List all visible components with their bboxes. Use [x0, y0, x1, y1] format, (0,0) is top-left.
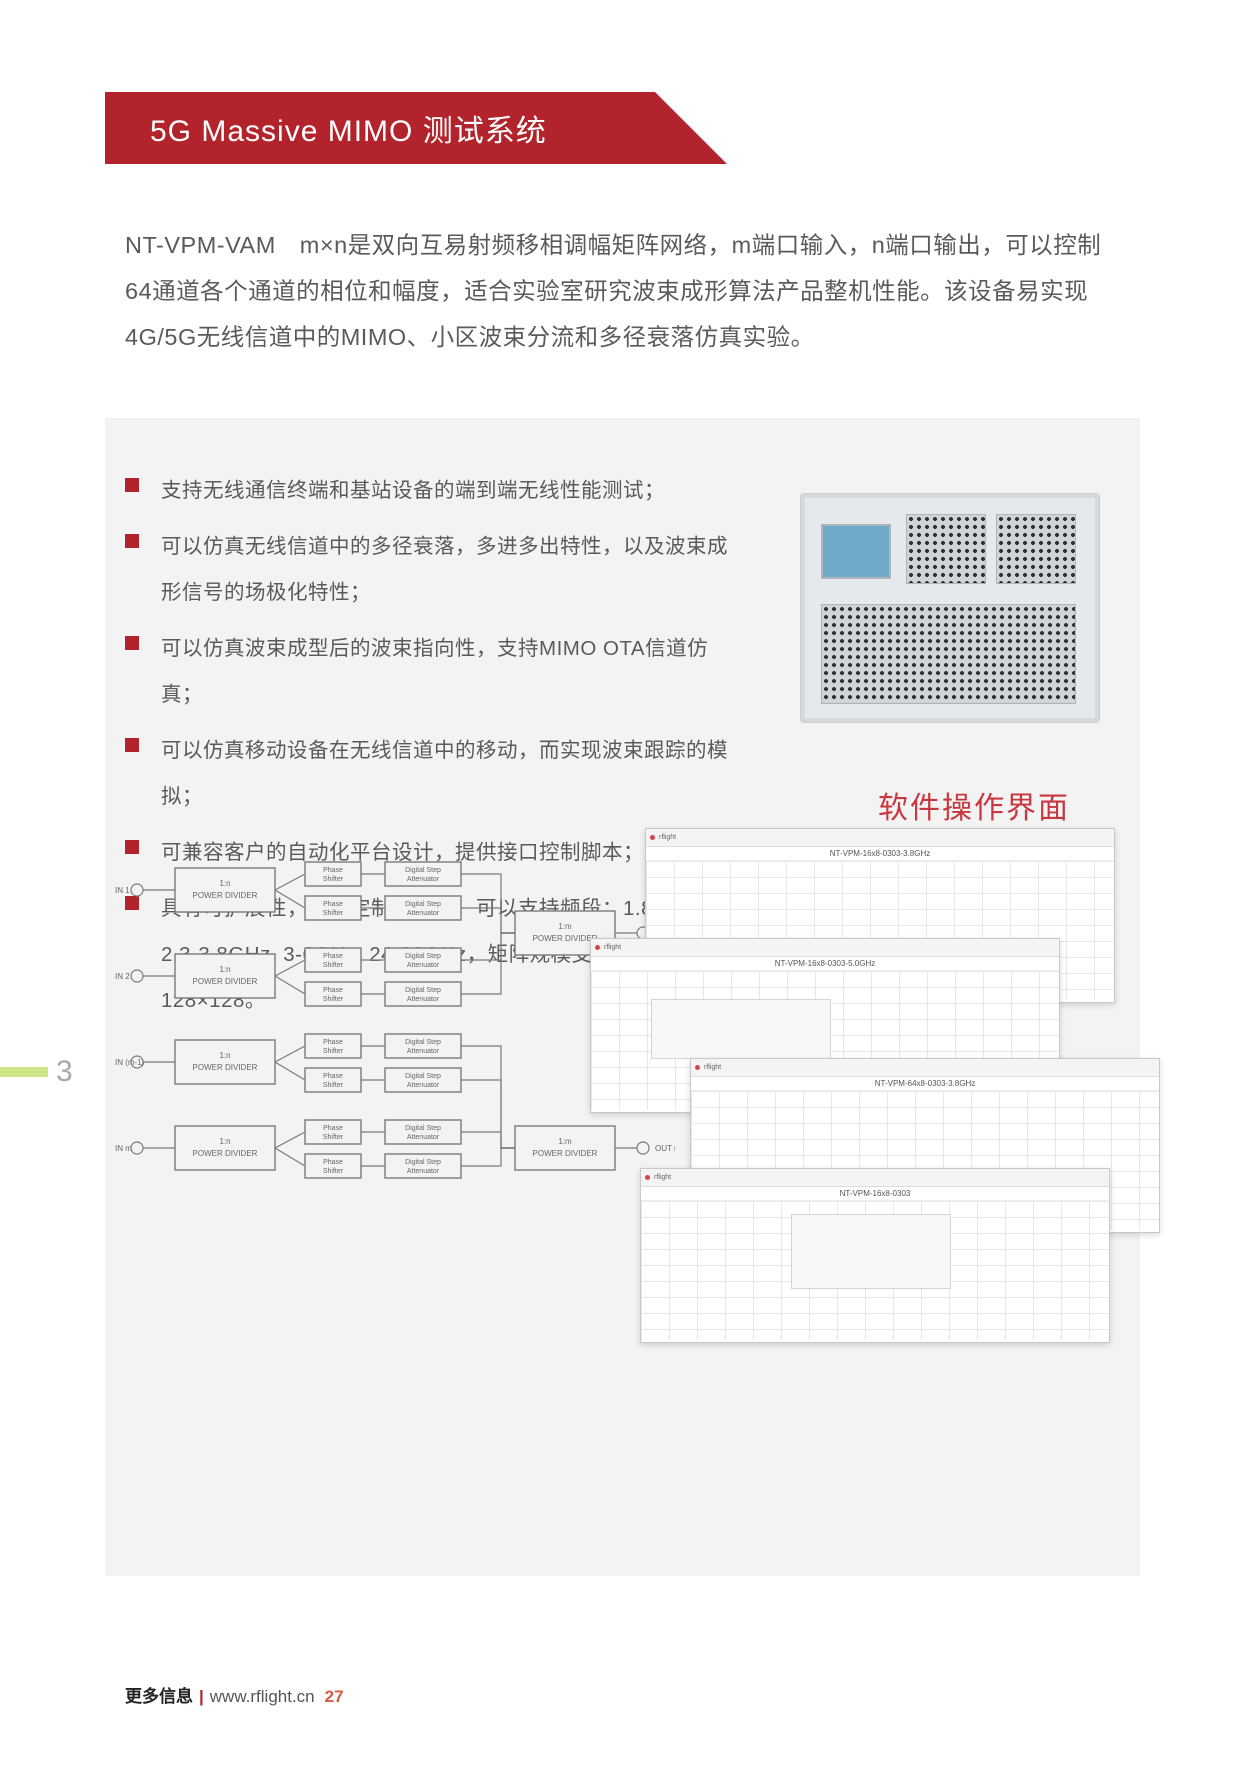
- window-title: NT-VPM-16x8-0303-3.8GHz: [646, 847, 1114, 861]
- svg-text:Attenuator: Attenuator: [407, 996, 440, 1003]
- feature-text: 可以仿真波束成型后的波束指向性，支持MIMO OTA信道仿真；: [161, 626, 745, 718]
- svg-text:Phase: Phase: [323, 867, 343, 874]
- window-titlebar: rflight: [591, 939, 1059, 957]
- svg-text:Phase: Phase: [323, 901, 343, 908]
- svg-text:Phase: Phase: [323, 987, 343, 994]
- svg-text:POWER DIVIDER: POWER DIVIDER: [193, 1063, 258, 1072]
- svg-text:Attenuator: Attenuator: [407, 1082, 440, 1089]
- feature-item: 可以仿真移动设备在无线信道中的移动，而实现波束跟踪的模拟；: [125, 728, 745, 820]
- svg-text:1:n: 1:n: [219, 965, 230, 974]
- svg-text:Attenuator: Attenuator: [407, 910, 440, 917]
- bullet-square-icon: [125, 738, 139, 752]
- software-window: rflightNT-VPM-16x8-0303: [640, 1168, 1110, 1343]
- window-dialog-panel: [651, 999, 831, 1059]
- window-title: NT-VPM-16x8-0303-5.0GHz: [591, 957, 1059, 971]
- svg-text:POWER DIVIDER: POWER DIVIDER: [193, 1149, 258, 1158]
- window-title: NT-VPM-16x8-0303: [641, 1187, 1109, 1201]
- svg-text:Phase: Phase: [323, 953, 343, 960]
- svg-text:Phase: Phase: [323, 1039, 343, 1046]
- svg-text:1:m: 1:m: [558, 1137, 572, 1146]
- page-title: 5G Massive MIMO 测试系统: [150, 106, 547, 150]
- feature-text: 可以仿真移动设备在无线信道中的移动，而实现波束跟踪的模拟；: [161, 728, 745, 820]
- svg-text:Digital Step: Digital Step: [405, 867, 441, 874]
- intro-paragraph: NT-VPM-VAM m×n是双向互易射频移相调幅矩阵网络，m端口输入，n端口输…: [125, 222, 1125, 360]
- svg-text:Shifter: Shifter: [323, 996, 344, 1003]
- window-dialog-panel: [791, 1214, 951, 1289]
- feature-item: 支持无线通信终端和基站设备的端到端无线性能测试；: [125, 468, 745, 514]
- software-screenshots: rflightNT-VPM-16x8-0303-3.8GHzrflightNT-…: [590, 818, 1230, 1378]
- svg-text:POWER DIVIDER: POWER DIVIDER: [193, 977, 258, 986]
- svg-text:Digital Step: Digital Step: [405, 953, 441, 960]
- svg-text:IN (m-1): IN (m-1): [115, 1058, 145, 1067]
- svg-text:Shifter: Shifter: [323, 1082, 344, 1089]
- svg-text:1:n: 1:n: [219, 1137, 230, 1146]
- side-marker-bar: [0, 1067, 48, 1077]
- title-banner: 5G Massive MIMO 测试系统: [105, 92, 655, 164]
- svg-text:Digital Step: Digital Step: [405, 987, 441, 994]
- svg-text:Phase: Phase: [323, 1159, 343, 1166]
- svg-text:Phase: Phase: [323, 1125, 343, 1132]
- svg-text:Attenuator: Attenuator: [407, 962, 440, 969]
- svg-text:POWER DIVIDER: POWER DIVIDER: [193, 891, 258, 900]
- svg-text:1:m: 1:m: [558, 922, 572, 931]
- bullet-square-icon: [125, 478, 139, 492]
- device-photo: [800, 493, 1100, 733]
- footer-separator: |: [199, 1687, 204, 1707]
- svg-text:Attenuator: Attenuator: [407, 1168, 440, 1175]
- device-grille: [821, 604, 1076, 704]
- svg-text:1:n: 1:n: [219, 879, 230, 888]
- svg-text:IN m: IN m: [115, 1144, 132, 1153]
- side-marker-number: 3: [56, 1055, 73, 1089]
- device-chassis: [800, 493, 1100, 723]
- svg-text:Digital Step: Digital Step: [405, 901, 441, 908]
- svg-text:Shifter: Shifter: [323, 962, 344, 969]
- window-titlebar: rflight: [641, 1169, 1109, 1187]
- side-page-marker: 3: [0, 1055, 73, 1089]
- device-grille: [906, 514, 986, 584]
- svg-text:IN 2: IN 2: [115, 972, 130, 981]
- svg-text:Digital Step: Digital Step: [405, 1159, 441, 1166]
- svg-text:Digital Step: Digital Step: [405, 1125, 441, 1132]
- svg-text:1:n: 1:n: [219, 1051, 230, 1060]
- svg-text:Shifter: Shifter: [323, 876, 344, 883]
- svg-text:Shifter: Shifter: [323, 910, 344, 917]
- device-screen: [821, 524, 891, 579]
- svg-text:Digital Step: Digital Step: [405, 1039, 441, 1046]
- svg-text:POWER DIVIDER: POWER DIVIDER: [533, 1149, 598, 1158]
- device-grille: [996, 514, 1076, 584]
- window-title: NT-VPM-64x8-0303-3.8GHz: [691, 1077, 1159, 1091]
- window-titlebar: rflight: [646, 829, 1114, 847]
- svg-text:Attenuator: Attenuator: [407, 876, 440, 883]
- feature-item: 可以仿真波束成型后的波束指向性，支持MIMO OTA信道仿真；: [125, 626, 745, 718]
- feature-text: 支持无线通信终端和基站设备的端到端无线性能测试；: [161, 468, 665, 514]
- svg-text:Shifter: Shifter: [323, 1168, 344, 1175]
- svg-text:Attenuator: Attenuator: [407, 1134, 440, 1141]
- bullet-square-icon: [125, 534, 139, 548]
- footer-url: www.rflight.cn: [210, 1687, 315, 1707]
- svg-text:Digital Step: Digital Step: [405, 1073, 441, 1080]
- footer-label: 更多信息: [125, 1682, 193, 1707]
- svg-text:POWER DIVIDER: POWER DIVIDER: [533, 934, 598, 943]
- window-titlebar: rflight: [691, 1059, 1159, 1077]
- feature-box: 支持无线通信终端和基站设备的端到端无线性能测试； 可以仿真无线信道中的多径衰落，多…: [105, 418, 1140, 1576]
- feature-item: 可以仿真无线信道中的多径衰落，多进多出特性，以及波束成形信号的场极化特性；: [125, 524, 745, 616]
- footer-page-number: 27: [325, 1687, 344, 1707]
- feature-text: 可以仿真无线信道中的多径衰落，多进多出特性，以及波束成形信号的场极化特性；: [161, 524, 745, 616]
- footer: 更多信息 | www.rflight.cn 27: [125, 1682, 344, 1707]
- svg-text:Phase: Phase: [323, 1073, 343, 1080]
- page: 5G Massive MIMO 测试系统 NT-VPM-VAM m×n是双向互易…: [0, 0, 1242, 1767]
- svg-text:Shifter: Shifter: [323, 1048, 344, 1055]
- svg-text:IN 1: IN 1: [115, 886, 130, 895]
- svg-text:Attenuator: Attenuator: [407, 1048, 440, 1055]
- svg-text:Shifter: Shifter: [323, 1134, 344, 1141]
- bullet-square-icon: [125, 636, 139, 650]
